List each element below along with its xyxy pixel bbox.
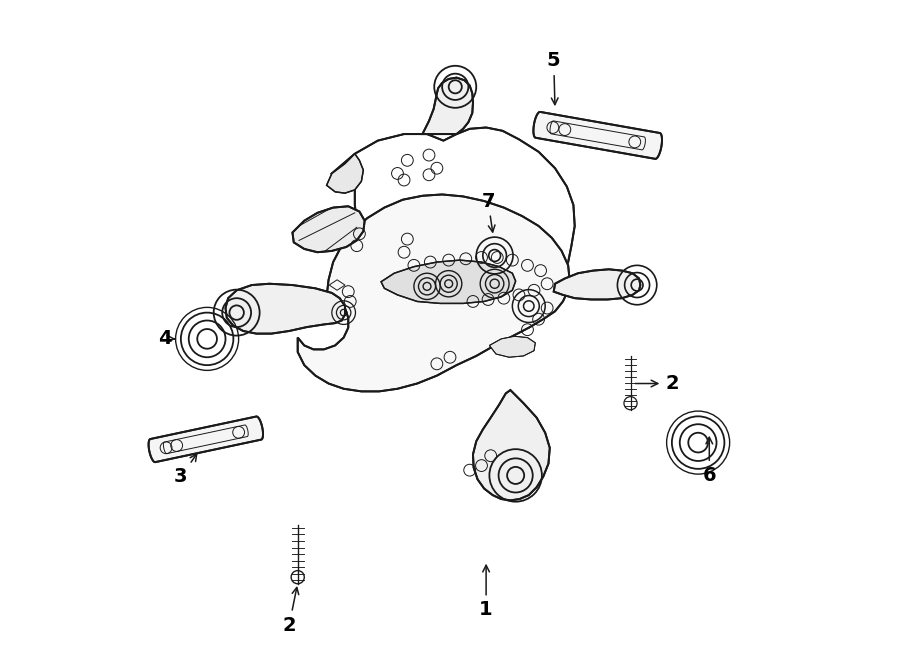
Polygon shape	[422, 77, 473, 134]
Polygon shape	[554, 269, 641, 299]
Polygon shape	[292, 207, 364, 252]
Text: 3: 3	[174, 454, 197, 486]
Polygon shape	[534, 112, 662, 159]
Polygon shape	[332, 128, 575, 307]
Text: 7: 7	[482, 191, 495, 232]
Text: 4: 4	[158, 330, 175, 348]
Polygon shape	[381, 260, 516, 303]
Text: 2: 2	[635, 374, 679, 393]
Polygon shape	[490, 336, 536, 357]
Text: 1: 1	[480, 565, 493, 620]
Polygon shape	[226, 284, 345, 334]
Polygon shape	[327, 154, 364, 193]
Polygon shape	[148, 416, 263, 462]
Text: 5: 5	[547, 51, 561, 105]
Text: 2: 2	[283, 587, 299, 635]
Text: 6: 6	[703, 437, 716, 485]
Polygon shape	[243, 195, 570, 391]
Polygon shape	[473, 390, 550, 500]
